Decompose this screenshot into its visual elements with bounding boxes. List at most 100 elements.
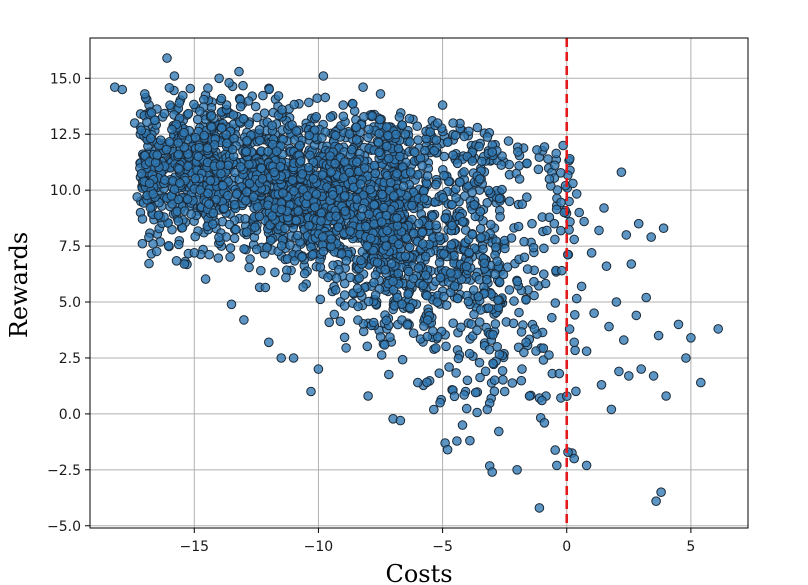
scatter-point <box>449 391 460 402</box>
scatter-point <box>459 167 469 177</box>
scatter-point <box>438 193 449 203</box>
scatter-point <box>186 209 196 219</box>
scatter-point <box>299 268 310 279</box>
scatter-point <box>534 503 545 513</box>
scatter-point <box>150 115 160 126</box>
scatter-point <box>167 124 177 135</box>
scatter-point <box>251 244 262 255</box>
scatter-point <box>408 273 419 284</box>
scatter-point <box>452 293 463 304</box>
scatter-point <box>137 238 148 249</box>
scatter-point <box>208 208 219 218</box>
scatter-point <box>288 353 299 363</box>
scatter-point <box>504 285 515 295</box>
scatter-point <box>190 231 200 242</box>
scatter-point <box>476 232 486 243</box>
scatter-point <box>351 135 362 145</box>
scatter-point <box>475 174 485 184</box>
scatter-point <box>375 114 385 125</box>
scatter-point <box>516 327 527 337</box>
scatter-point <box>569 453 580 464</box>
scatter-point <box>498 269 509 280</box>
scatter-point <box>358 82 368 92</box>
scatter-point <box>381 241 392 251</box>
scatter-point <box>226 299 237 310</box>
scatter-point <box>145 203 156 213</box>
scatter-point <box>162 53 172 63</box>
scatter-point <box>492 256 502 267</box>
scatter-point <box>393 239 404 250</box>
scatter-point <box>496 160 507 170</box>
scatter-point <box>540 278 551 289</box>
axis-ticks: −15 −10 −5 0 5 −5.0 −2.5 0.0 2.5 5.0 7.5 10.0 12.5 15… <box>47 71 695 555</box>
scatter-point <box>250 222 260 232</box>
scatter-point <box>221 129 231 140</box>
scatter-point <box>171 256 182 266</box>
scatter-point <box>287 175 298 185</box>
scatter-point <box>317 133 327 143</box>
scatter-point <box>224 219 235 230</box>
scatter-point <box>240 214 250 224</box>
scatter-point <box>512 276 523 287</box>
scatter-point <box>289 99 300 110</box>
scatter-point <box>275 161 286 172</box>
scatter-point <box>136 125 147 136</box>
scatter-point <box>333 222 344 232</box>
scatter-point <box>409 147 420 157</box>
scatter-point <box>449 281 460 292</box>
scatter-point <box>579 216 589 227</box>
scatter-point <box>482 404 493 415</box>
scatter-point <box>492 342 503 352</box>
scatter-point <box>696 377 706 388</box>
scatter-point <box>554 368 565 379</box>
scatter-point <box>145 133 156 144</box>
scatter-point <box>498 375 508 385</box>
scatter-point <box>533 164 544 175</box>
scatter-point <box>517 364 527 374</box>
scatter-point <box>490 269 500 280</box>
scatter-point <box>228 110 239 120</box>
scatter-point <box>441 300 452 311</box>
scatter-point <box>241 187 252 197</box>
scatter-point <box>142 117 152 127</box>
scatter-point <box>673 319 684 330</box>
scatter-point <box>151 246 162 257</box>
scatter-point <box>230 200 240 210</box>
scatter-point <box>521 337 531 348</box>
scatter-point <box>262 242 272 253</box>
scatter-point <box>442 444 453 455</box>
scatter-point <box>384 153 394 164</box>
scatter-point <box>488 358 498 369</box>
scatter-point <box>405 302 415 313</box>
scatter-point <box>681 353 691 363</box>
scatter-point <box>277 105 287 115</box>
scatter-point <box>544 350 554 360</box>
scatter-point <box>494 277 505 287</box>
scatter-point <box>482 132 493 142</box>
scatter-point <box>522 192 532 202</box>
scatter-point <box>338 111 349 122</box>
scatter-point <box>404 242 415 253</box>
scatter-point <box>325 112 336 122</box>
scatter-point <box>206 111 217 121</box>
scatter-point <box>374 147 384 158</box>
scatter-point <box>614 366 624 377</box>
scatter-point <box>375 332 386 342</box>
scatter-point <box>357 203 368 214</box>
scatter-point <box>294 140 305 151</box>
scatter-point <box>439 291 449 302</box>
scatter-point <box>241 146 252 157</box>
scatter-point <box>431 179 441 190</box>
scatter-point <box>169 184 180 195</box>
scatter-point <box>519 236 529 247</box>
scatter-point <box>482 274 492 285</box>
scatter-point <box>497 366 508 376</box>
scatter-point <box>163 241 174 251</box>
scatter-point <box>576 281 587 292</box>
scatter-point <box>611 297 622 307</box>
scatter-point <box>538 343 549 354</box>
scatter-point <box>434 257 445 268</box>
scatter-point <box>651 496 661 507</box>
scatter-point <box>241 195 251 206</box>
scatter-point <box>238 80 248 91</box>
